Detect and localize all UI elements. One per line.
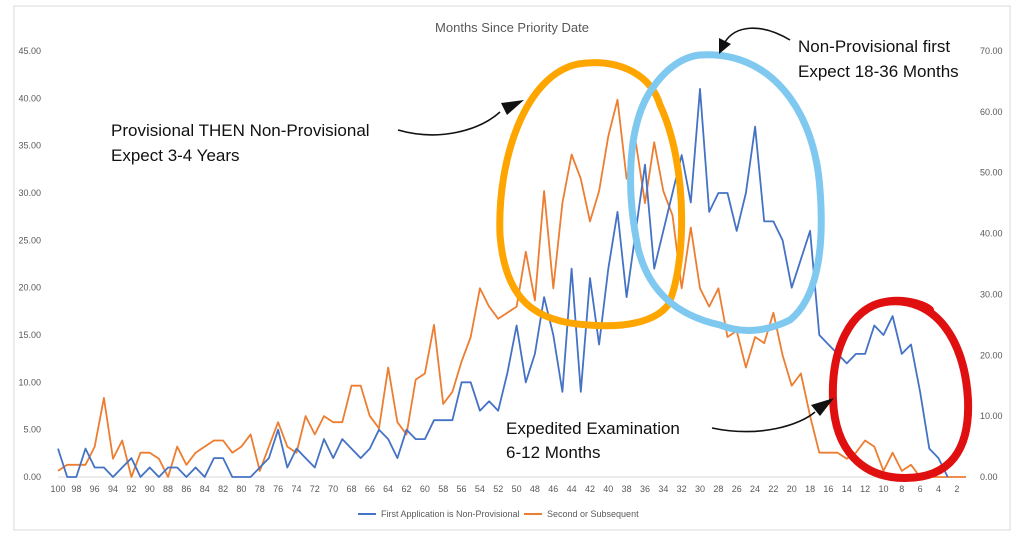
x-tick-label: 30 (695, 484, 705, 494)
legend-label-second-subsequent: Second or Subsequent (547, 509, 639, 519)
annotation-arrows (397, 27, 834, 433)
x-tick-label: 14 (842, 484, 852, 494)
x-tick-label: 42 (585, 484, 595, 494)
annotation-expedited-line2: 6-12 Months (506, 443, 601, 462)
arrow-non-provisional-head (719, 38, 731, 54)
x-tick-label: 82 (218, 484, 228, 494)
y-left-tick-label: 0.00 (23, 472, 41, 482)
x-tick-label: 80 (236, 484, 246, 494)
x-tick-label: 44 (567, 484, 577, 494)
x-tick-label: 96 (90, 484, 100, 494)
y-left-tick-label: 35.00 (18, 141, 41, 151)
x-axis: 100 98 96 94 92 90 88 86 84 82 80 78 76 74 72 70 68 66 64 6… (50, 476, 966, 494)
x-tick-label: 10 (878, 484, 888, 494)
y-axis-right: 0.00 10.00 20.00 30.00 40.00 50.00 60.00 70.00 (980, 46, 1003, 482)
x-tick-label: 70 (328, 484, 338, 494)
annotation-expedited-line1: Expedited Examination (506, 419, 680, 438)
x-tick-label: 20 (787, 484, 797, 494)
x-tick-label: 4 (936, 484, 941, 494)
annotation-circle-orange (496, 59, 686, 330)
x-tick-label: 56 (457, 484, 467, 494)
annotation-circle-red (828, 296, 973, 483)
x-tick-label: 94 (108, 484, 118, 494)
arrow-non-provisional (724, 27, 791, 43)
x-tick-label: 32 (677, 484, 687, 494)
y-left-tick-label: 15.00 (18, 330, 41, 340)
x-tick-label: 86 (181, 484, 191, 494)
x-tick-label: 34 (658, 484, 668, 494)
x-tick-label: 92 (126, 484, 136, 494)
x-tick-label: 52 (493, 484, 503, 494)
x-tick-label: 38 (622, 484, 632, 494)
x-tick-label: 46 (548, 484, 558, 494)
x-tick-label: 18 (805, 484, 815, 494)
y-right-tick-label: 50.00 (980, 168, 1003, 178)
y-left-tick-label: 10.00 (18, 377, 41, 387)
y-left-tick-label: 5.00 (23, 425, 41, 435)
y-right-tick-label: 30.00 (980, 289, 1003, 299)
x-tick-label: 54 (475, 484, 485, 494)
series-layer (57, 88, 966, 478)
x-tick-label: 12 (860, 484, 870, 494)
x-tick-label: 2 (954, 484, 959, 494)
arrow-provisional-head (501, 100, 524, 115)
x-tick-label: 66 (365, 484, 375, 494)
series-line-first-application (57, 88, 949, 478)
annotation-non-provisional-line1: Non-Provisional first (798, 37, 950, 56)
x-tick-label: 84 (200, 484, 210, 494)
annotation-provisional-line2: Expect 3-4 Years (111, 146, 240, 165)
annotation-non-provisional-line2: Expect 18-36 Months (798, 62, 959, 81)
x-tick-label: 22 (768, 484, 778, 494)
arrow-provisional (397, 111, 501, 136)
x-tick-label: 88 (163, 484, 173, 494)
x-tick-label: 72 (310, 484, 320, 494)
x-tick-label: 62 (402, 484, 412, 494)
x-tick-label: 68 (346, 484, 356, 494)
x-tick-label: 26 (732, 484, 742, 494)
x-tick-label: 48 (530, 484, 540, 494)
x-tick-label: 78 (255, 484, 265, 494)
arrow-expedited-head (811, 398, 834, 416)
annotation-circle-blue (627, 51, 825, 334)
x-tick-label: 50 (512, 484, 522, 494)
x-tick-label: 98 (71, 484, 81, 494)
x-tick-label: 60 (420, 484, 430, 494)
x-tick-label: 76 (273, 484, 283, 494)
x-tick-label: 100 (50, 484, 65, 494)
arrow-expedited (711, 411, 816, 433)
x-tick-label: 24 (750, 484, 760, 494)
x-tick-label: 64 (383, 484, 393, 494)
x-tick-label: 90 (145, 484, 155, 494)
y-right-tick-label: 60.00 (980, 107, 1003, 117)
annotation-provisional-line1: Provisional THEN Non-Provisional (111, 121, 370, 140)
y-axis-left: 0.00 5.00 10.00 15.00 20.00 25.00 30.00 35.00 40… (18, 46, 41, 482)
x-tick-label: 8 (899, 484, 904, 494)
y-left-tick-label: 20.00 (18, 283, 41, 293)
x-tick-label: 6 (918, 484, 923, 494)
legend: First Application is Non-Provisional Sec… (358, 509, 639, 519)
legend-label-first-application: First Application is Non-Provisional (381, 509, 520, 519)
y-left-tick-label: 40.00 (18, 93, 41, 103)
y-right-tick-label: 70.00 (980, 46, 1003, 56)
y-right-tick-label: 20.00 (980, 350, 1003, 360)
x-tick-label: 40 (603, 484, 613, 494)
y-left-tick-label: 30.00 (18, 188, 41, 198)
x-tick-label: 74 (291, 484, 301, 494)
x-tick-label: 28 (713, 484, 723, 494)
x-tick-label: 16 (823, 484, 833, 494)
y-right-tick-label: 10.00 (980, 411, 1003, 421)
x-tick-label: 36 (640, 484, 650, 494)
series-line-second-subsequent (57, 98, 966, 478)
chart-title: Months Since Priority Date (435, 20, 589, 35)
x-tick-label: 58 (438, 484, 448, 494)
y-right-tick-label: 40.00 (980, 229, 1003, 239)
y-left-tick-label: 25.00 (18, 235, 41, 245)
y-left-tick-label: 45.00 (18, 46, 41, 56)
y-right-tick-label: 0.00 (980, 472, 998, 482)
